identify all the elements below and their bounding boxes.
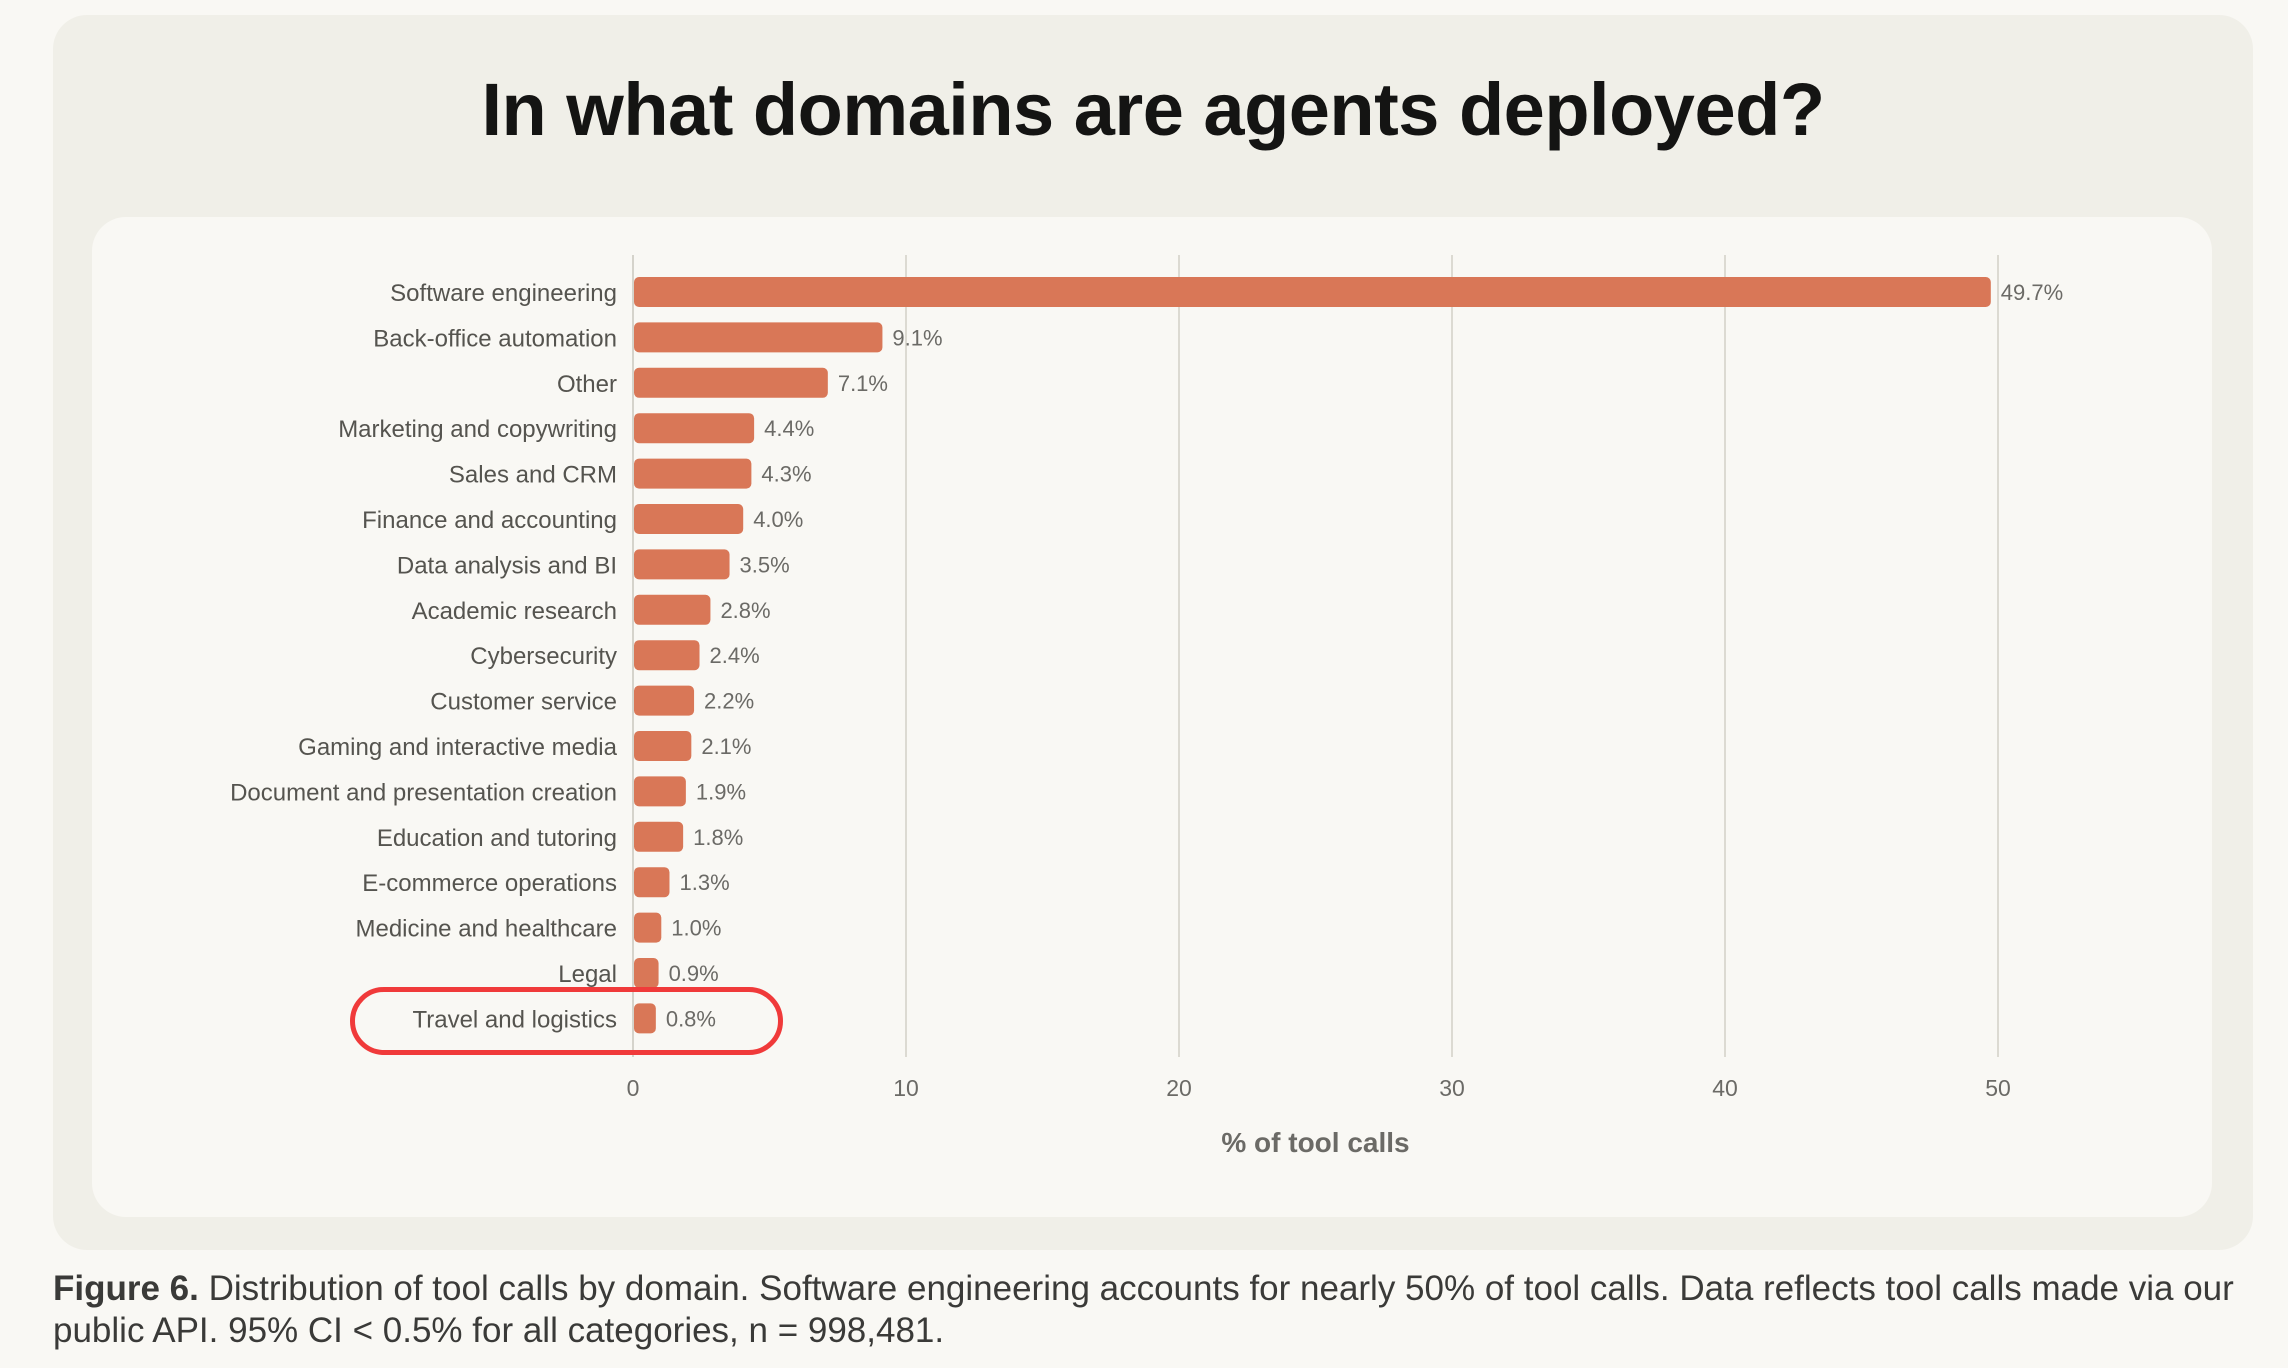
data-label: 4.3% xyxy=(761,462,811,487)
y-category-label: Customer service xyxy=(430,689,617,716)
bar xyxy=(634,277,1991,307)
y-category-label: E-commerce operations xyxy=(362,870,617,897)
bar xyxy=(634,731,692,761)
bar xyxy=(634,322,883,353)
data-label: 49.7% xyxy=(2001,280,2063,305)
y-category-label: Back-office automation xyxy=(373,325,617,352)
x-tick-label: 30 xyxy=(1439,1075,1465,1101)
data-label: 2.1% xyxy=(701,734,751,759)
data-label: 2.8% xyxy=(720,598,770,623)
data-label: 1.3% xyxy=(679,870,729,895)
x-tick-label: 50 xyxy=(1985,1075,2011,1101)
data-label: 3.5% xyxy=(740,552,790,577)
y-category-label: Travel and logistics xyxy=(412,1006,617,1033)
x-axis-label: % of tool calls xyxy=(1221,1127,1409,1158)
figure-caption-text: Distribution of tool calls by domain. So… xyxy=(53,1269,2234,1350)
data-label: 2.2% xyxy=(704,689,754,714)
data-label: 4.0% xyxy=(753,507,803,532)
bar xyxy=(634,958,659,988)
x-tick-label: 20 xyxy=(1166,1075,1192,1101)
bar xyxy=(634,912,662,943)
data-label: 7.1% xyxy=(838,371,888,396)
chart-title: In what domains are agents deployed? xyxy=(481,68,1825,151)
y-category-label: Data analysis and BI xyxy=(397,552,617,579)
bar xyxy=(634,594,711,625)
plot-panel: 0 10 20 30 40 50 % of tool calls Software engin… xyxy=(92,217,2212,1217)
bar xyxy=(634,504,744,534)
chart-container: In what domains are agents deployed? 0 10… xyxy=(53,15,2253,1250)
y-category-label: Medicine and healthcare xyxy=(355,916,617,943)
y-category-label: Cybersecurity xyxy=(470,643,617,670)
bar xyxy=(634,776,686,807)
data-label: 1.8% xyxy=(693,825,743,850)
bar xyxy=(634,367,828,398)
bar xyxy=(634,413,755,444)
y-category-label: Gaming and interactive media xyxy=(298,734,617,761)
y-category-label: Education and tutoring xyxy=(377,825,617,852)
y-category-label: Other xyxy=(557,371,617,398)
data-label: 0.9% xyxy=(669,961,719,986)
bar xyxy=(634,821,684,852)
y-category-label: Software engineering xyxy=(390,280,617,307)
bar xyxy=(634,867,670,898)
bar xyxy=(634,640,700,671)
data-label: 0.8% xyxy=(666,1006,716,1031)
y-category-label: Document and presentation creation xyxy=(230,779,617,806)
y-category-label: Marketing and copywriting xyxy=(338,416,617,443)
data-label: 2.4% xyxy=(710,643,760,668)
y-category-label: Academic research xyxy=(412,598,617,625)
figure-label: Figure 6. xyxy=(53,1269,199,1308)
x-tick-label: 0 xyxy=(627,1075,640,1101)
data-label: 9.1% xyxy=(892,325,942,350)
data-label: 4.4% xyxy=(764,416,814,441)
bar xyxy=(634,549,730,580)
bar xyxy=(634,458,752,489)
y-category-label: Legal xyxy=(558,961,617,988)
bar xyxy=(634,685,695,716)
data-label: 1.9% xyxy=(696,779,746,804)
x-tick-label: 40 xyxy=(1712,1075,1738,1101)
y-category-label: Sales and CRM xyxy=(449,462,617,489)
data-label: 1.0% xyxy=(671,916,721,941)
figure-caption: Figure 6. Distribution of tool calls by … xyxy=(53,1268,2253,1352)
x-tick-label: 10 xyxy=(893,1075,919,1101)
bar-chart: 0 10 20 30 40 50 % of tool calls Software engin… xyxy=(230,255,2063,1158)
bar xyxy=(634,1003,656,1034)
y-category-label: Finance and accounting xyxy=(362,507,617,534)
